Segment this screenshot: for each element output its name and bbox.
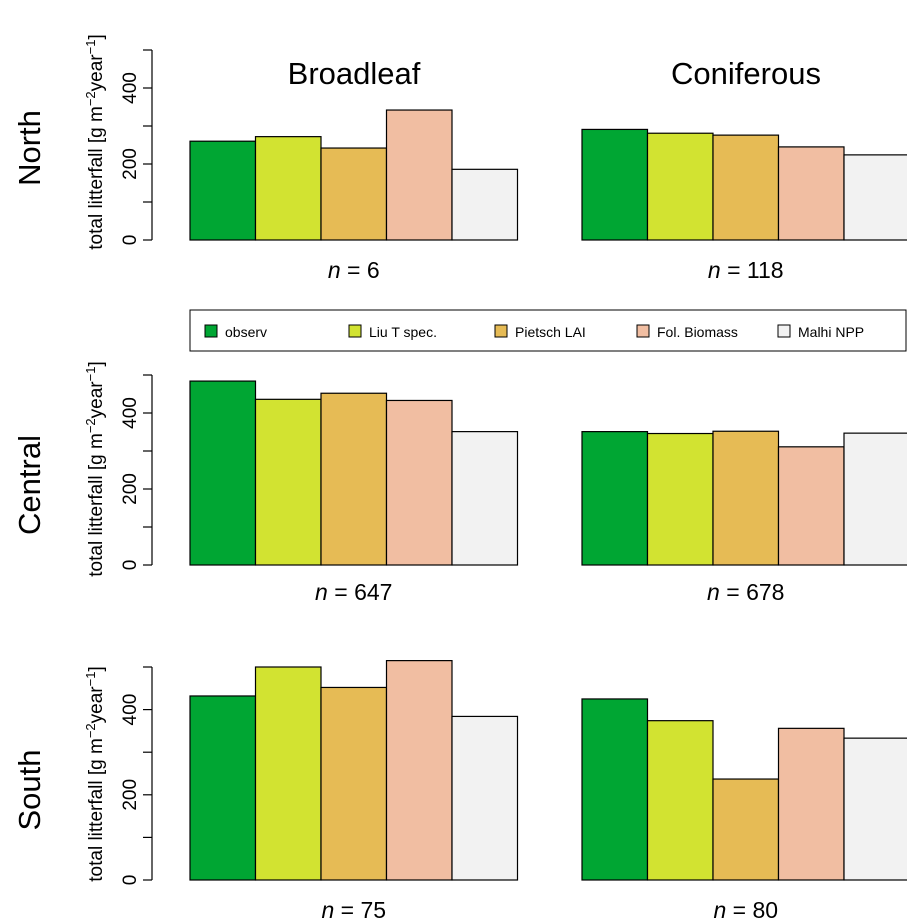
n-label-value: 80 — [752, 897, 778, 921]
n-label-5: n = 80 — [713, 897, 778, 921]
n-label-separator: = — [341, 257, 367, 283]
ylabel-central: total litterfall [g m−2year−1] — [83, 361, 107, 577]
y-tick-label-400: 400 — [120, 694, 141, 726]
bar-south-broadleaf-2 — [320, 686, 388, 881]
y-tick-label-200: 200 — [120, 473, 141, 505]
n-label-separator: = — [720, 579, 746, 605]
y-axis-central: 0 200 400 — [120, 374, 153, 571]
y-axis-north: 0 200 400 — [120, 49, 153, 246]
y-tick-label-0: 0 — [120, 235, 141, 246]
bar-central-coniferous-1 — [646, 432, 714, 566]
bar-south-broadleaf-4 — [451, 715, 519, 881]
n-label-value: 678 — [746, 579, 784, 605]
n-label-value: 75 — [360, 897, 386, 921]
legend-items: observ Liu T spec. Pietsch LAI Fol. Biomass… — [204, 324, 864, 340]
bar-north-broadleaf-0 — [189, 140, 257, 241]
n-label-0: n = 6 — [328, 257, 380, 283]
row-title-north: North — [12, 110, 47, 186]
bar-central-coniferous-0 — [581, 431, 649, 566]
legend: observ Liu T spec. Pietsch LAI Fol. Biomass… — [189, 309, 907, 352]
bar-north-coniferous-4 — [843, 154, 907, 241]
n-label-3: n = 678 — [707, 579, 784, 605]
column-title-coniferous: Coniferous — [671, 56, 821, 91]
panel-central-broadleaf: n = 647 0 200 400 — [120, 374, 519, 605]
legend-label-0: observ — [225, 324, 267, 340]
bar-central-coniferous-3 — [777, 446, 845, 566]
bar-south-coniferous-3 — [777, 727, 845, 881]
panel-north-coniferous: n = 118 — [581, 128, 907, 283]
y-axis-south: 0 200 400 — [120, 666, 153, 886]
n-label-value: 118 — [747, 257, 784, 283]
legend-swatch-2 — [494, 324, 508, 338]
n-label-prefix: n — [328, 257, 341, 283]
bar-central-coniferous-4 — [843, 432, 907, 566]
bar-north-coniferous-1 — [646, 132, 714, 241]
panel-south-coniferous: n = 80 — [581, 698, 907, 921]
y-tick-label-200: 200 — [120, 779, 141, 811]
bar-south-broadleaf-1 — [254, 666, 322, 881]
panel-north-broadleaf: n = 6 0 200 400 — [120, 49, 519, 283]
bar-central-broadleaf-3 — [385, 399, 453, 566]
legend-swatch-3 — [636, 324, 650, 338]
y-tick-label-200: 200 — [120, 148, 141, 180]
bar-central-broadleaf-0 — [189, 380, 257, 566]
bar-north-broadleaf-4 — [451, 168, 519, 241]
legend-swatch-4 — [777, 324, 791, 338]
bar-north-broadleaf-3 — [385, 109, 453, 241]
y-tick-label-400: 400 — [120, 397, 141, 429]
n-label-prefix: n — [321, 897, 334, 921]
row-title-central: Central — [12, 435, 47, 535]
bar-north-broadleaf-1 — [254, 136, 322, 241]
y-tick-label-0: 0 — [120, 875, 141, 886]
bar-south-coniferous-1 — [646, 720, 714, 881]
bar-central-broadleaf-2 — [320, 392, 388, 566]
legend-swatch-1 — [348, 324, 362, 338]
legend-label-3: Fol. Biomass — [657, 324, 738, 340]
n-label-separator: = — [726, 897, 752, 921]
bar-north-coniferous-0 — [581, 128, 649, 241]
n-label-value: 6 — [367, 257, 380, 283]
bar-south-coniferous-2 — [712, 778, 780, 881]
bar-north-broadleaf-2 — [320, 147, 388, 241]
n-label-separator: = — [328, 579, 354, 605]
bar-south-coniferous-0 — [581, 698, 649, 881]
y-tick-label-0: 0 — [120, 560, 141, 571]
bar-central-coniferous-2 — [712, 430, 780, 566]
panel-south-broadleaf: n = 75 0 200 400 — [120, 660, 519, 921]
n-label-4: n = 75 — [321, 897, 386, 921]
column-title-broadleaf: Broadleaf — [288, 56, 421, 91]
y-tick-label-400: 400 — [120, 72, 141, 104]
n-label-separator: = — [334, 897, 360, 921]
n-label-prefix: n — [315, 579, 328, 605]
n-label-separator: = — [721, 257, 747, 283]
n-label-value: 647 — [354, 579, 392, 605]
n-label-1: n = 118 — [708, 257, 784, 283]
bar-south-broadleaf-0 — [189, 695, 257, 881]
legend-label-2: Pietsch LAI — [515, 324, 586, 340]
bar-central-broadleaf-1 — [254, 398, 322, 566]
bar-south-broadleaf-3 — [385, 660, 453, 881]
bar-south-coniferous-4 — [843, 737, 907, 881]
n-label-prefix: n — [713, 897, 726, 921]
n-label-prefix: n — [707, 579, 720, 605]
ylabel-north: total litterfall [g m−2year−1] — [83, 34, 107, 250]
legend-label-1: Liu T spec. — [369, 324, 437, 340]
bar-central-broadleaf-4 — [451, 431, 519, 566]
n-label-2: n = 647 — [315, 579, 392, 605]
n-label-prefix: n — [708, 257, 721, 283]
legend-swatch-0 — [204, 324, 218, 338]
row-title-south: South — [12, 749, 47, 830]
legend-label-4: Malhi NPP — [798, 324, 864, 340]
panel-central-coniferous: n = 678 — [581, 430, 907, 605]
bar-north-coniferous-3 — [777, 146, 845, 241]
ylabel-south: total litterfall [g m−2year−1] — [83, 666, 107, 882]
bar-north-coniferous-2 — [712, 134, 780, 241]
